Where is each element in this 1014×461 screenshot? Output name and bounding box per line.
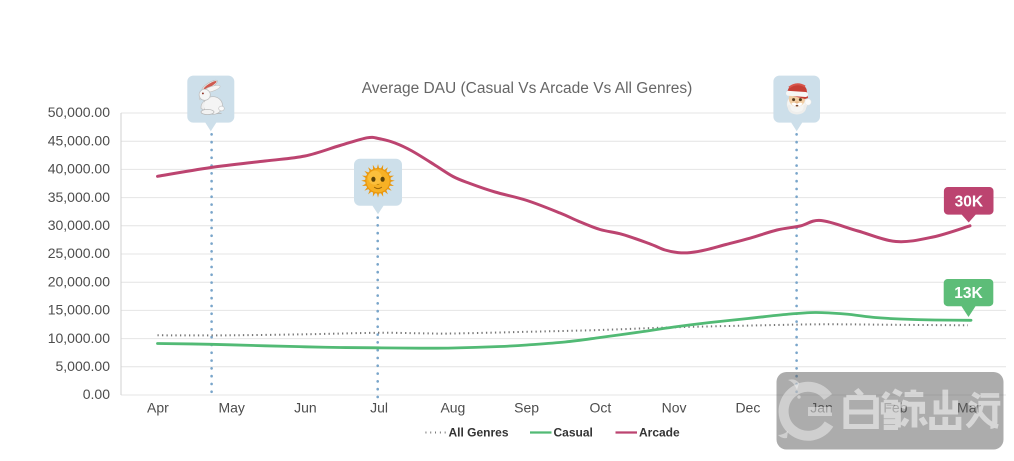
svg-text:Sep: Sep xyxy=(514,399,539,415)
svg-text:Oct: Oct xyxy=(590,399,612,415)
svg-text:Apr: Apr xyxy=(147,399,169,415)
svg-text:Average DAU (Casual Vs Arcade: Average DAU (Casual Vs Arcade Vs All Gen… xyxy=(362,80,693,97)
svg-text:Jul: Jul xyxy=(370,399,388,415)
svg-text:Nov: Nov xyxy=(662,399,687,415)
svg-text:Aug: Aug xyxy=(440,399,465,415)
svg-text:Dec: Dec xyxy=(735,399,760,415)
svg-text:13K: 13K xyxy=(954,285,983,302)
svg-text:20,000.00: 20,000.00 xyxy=(48,273,110,289)
svg-text:45,000.00: 45,000.00 xyxy=(48,132,110,148)
svg-text:15,000.00: 15,000.00 xyxy=(48,302,110,318)
svg-text:25,000.00: 25,000.00 xyxy=(48,245,110,261)
svg-text:All Genres: All Genres xyxy=(449,426,509,440)
svg-text:10,000.00: 10,000.00 xyxy=(48,330,110,346)
svg-text:Jun: Jun xyxy=(294,399,317,415)
svg-text:35,000.00: 35,000.00 xyxy=(48,189,110,205)
svg-text:Arcade: Arcade xyxy=(639,426,680,440)
svg-text:40,000.00: 40,000.00 xyxy=(48,161,110,177)
svg-text:30K: 30K xyxy=(955,193,984,210)
svg-text:May: May xyxy=(218,399,244,415)
svg-text:0.00: 0.00 xyxy=(83,386,110,402)
svg-text:50,000.00: 50,000.00 xyxy=(48,104,110,120)
svg-text:5,000.00: 5,000.00 xyxy=(56,358,111,374)
svg-text:30,000.00: 30,000.00 xyxy=(48,217,110,233)
svg-text:Casual: Casual xyxy=(554,426,593,440)
